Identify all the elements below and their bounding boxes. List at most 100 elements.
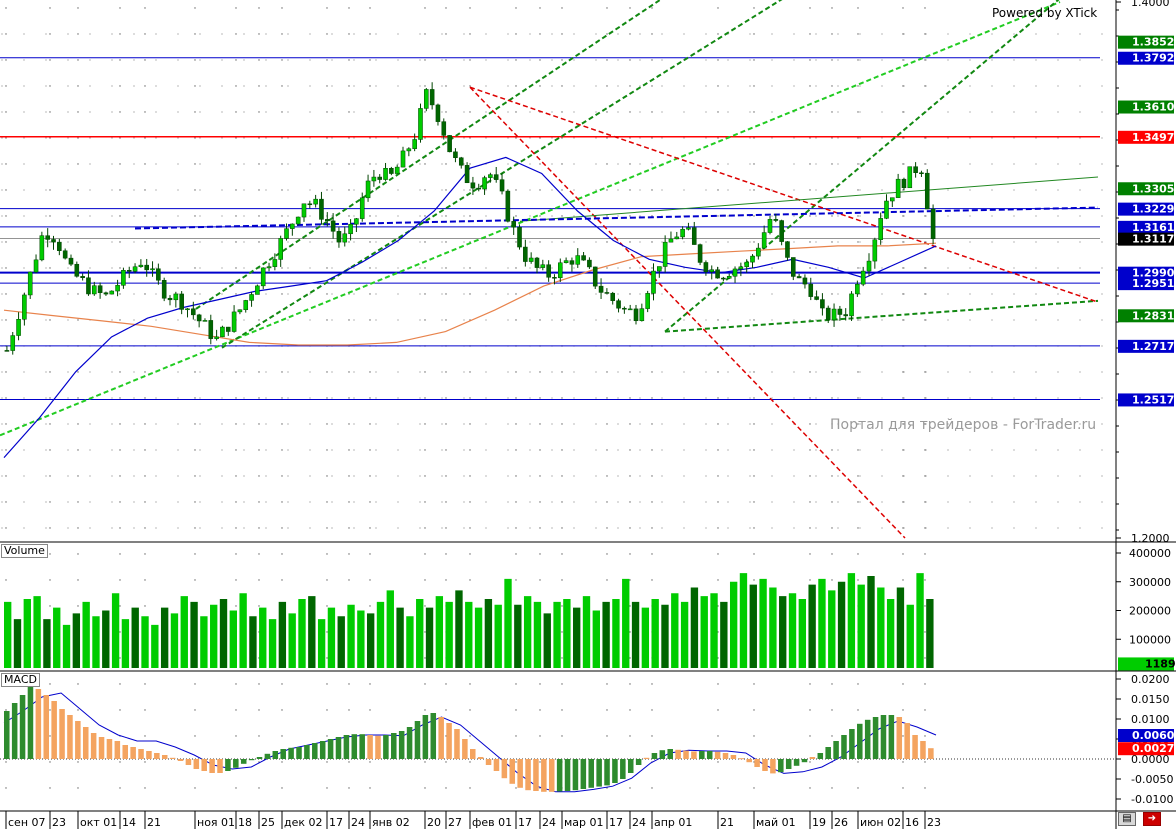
grid-dot — [45, 475, 47, 477]
grid-dot — [369, 709, 371, 711]
grid-dot — [469, 761, 471, 763]
grid-dot — [281, 787, 283, 789]
volume-bar — [160, 607, 169, 668]
grid-dot — [49, 267, 51, 269]
grid-dot — [133, 59, 135, 61]
grid-dot — [595, 527, 597, 529]
candle-body — [348, 223, 353, 235]
macd-histogram-bar — [659, 750, 666, 759]
grid-dot — [49, 475, 51, 477]
grid-dot — [463, 33, 465, 35]
grid-dot — [199, 527, 201, 529]
grid-dot — [45, 319, 47, 321]
grid-dot — [111, 85, 113, 87]
grid-dot — [831, 163, 833, 165]
grid-dot — [573, 85, 575, 87]
grid-dot — [397, 241, 399, 243]
grid-dot — [749, 33, 751, 35]
volume-bar — [111, 593, 120, 668]
grid-dot — [753, 579, 755, 581]
grid-dot — [727, 85, 729, 87]
grid-dot — [515, 423, 517, 425]
grid-dot — [515, 241, 517, 243]
grid-dot — [881, 475, 883, 477]
grid-dot — [177, 59, 179, 61]
macd-histogram-bar — [722, 753, 729, 759]
grid-dot — [369, 553, 371, 555]
grid-dot — [753, 59, 755, 61]
grid-dot — [235, 501, 237, 503]
grid-dot — [77, 137, 79, 139]
grid-dot — [837, 423, 839, 425]
candle-body — [622, 307, 627, 310]
grid-dot — [753, 449, 755, 451]
grid-dot — [539, 683, 541, 685]
grid-dot — [629, 33, 631, 35]
grid-dot — [561, 553, 563, 555]
grid-dot — [155, 475, 157, 477]
macd-histogram-bar — [793, 759, 800, 766]
grid-dot — [419, 85, 421, 87]
grid-dot — [947, 241, 949, 243]
grid-dot — [144, 683, 146, 685]
grid-dot — [287, 137, 289, 139]
grid-dot — [353, 319, 355, 321]
grid-dot — [991, 137, 993, 139]
grid-dot — [49, 605, 51, 607]
grid-dot — [485, 33, 487, 35]
grid-dot — [815, 475, 817, 477]
grid-dot — [947, 215, 949, 217]
grid-dot — [629, 475, 631, 477]
volume-bar — [386, 590, 394, 668]
grid-dot — [235, 475, 237, 477]
grid-dot — [595, 137, 597, 139]
macd-histogram-bar — [98, 737, 105, 759]
grid-dot — [705, 527, 707, 529]
grid-dot — [947, 501, 949, 503]
grid-dot — [815, 215, 817, 217]
grid-dot — [902, 241, 904, 243]
candle-body — [651, 270, 656, 294]
macd-histogram-bar — [525, 759, 531, 791]
grid-dot — [831, 137, 833, 139]
grid-dot — [809, 163, 811, 165]
grid-dot — [507, 111, 509, 113]
grid-dot — [717, 683, 719, 685]
grid-dot — [281, 137, 283, 139]
grid-dot — [287, 423, 289, 425]
grid-dot — [441, 189, 443, 191]
macd-histogram-bar — [304, 745, 310, 759]
grid-dot — [199, 215, 201, 217]
grid-dot — [831, 7, 833, 9]
grid-dot — [1, 293, 3, 295]
macd-histogram-bar — [446, 723, 452, 759]
grid-dot — [991, 85, 993, 87]
exit-button[interactable]: ➜ — [1143, 812, 1161, 826]
grid-dot — [1101, 137, 1103, 139]
time-axis-label: 26 — [834, 816, 848, 829]
grid-dot — [991, 449, 993, 451]
grid-dot — [651, 163, 653, 165]
volume-bar — [543, 613, 551, 668]
grid-dot — [661, 111, 663, 113]
grid-dot — [857, 241, 859, 243]
grid-dot — [1035, 475, 1037, 477]
grid-dot — [469, 293, 471, 295]
candle-body — [895, 178, 901, 198]
grid-dot — [639, 397, 641, 399]
grid-dot — [539, 501, 541, 503]
volume-panel-title: Volume — [1, 544, 48, 558]
grid-dot — [221, 33, 223, 35]
grid-dot — [133, 137, 135, 139]
scroll-button[interactable]: ▤ — [1118, 812, 1136, 826]
grid-dot — [1013, 397, 1015, 399]
volume-bar — [710, 593, 718, 668]
grid-dot — [683, 371, 685, 373]
grid-dot — [5, 33, 7, 35]
grid-dot — [1057, 189, 1059, 191]
candle-body — [4, 350, 10, 352]
grid-dot — [119, 111, 121, 113]
grid-dot — [515, 111, 517, 113]
grid-dot — [49, 371, 51, 373]
grid-dot — [133, 111, 135, 113]
